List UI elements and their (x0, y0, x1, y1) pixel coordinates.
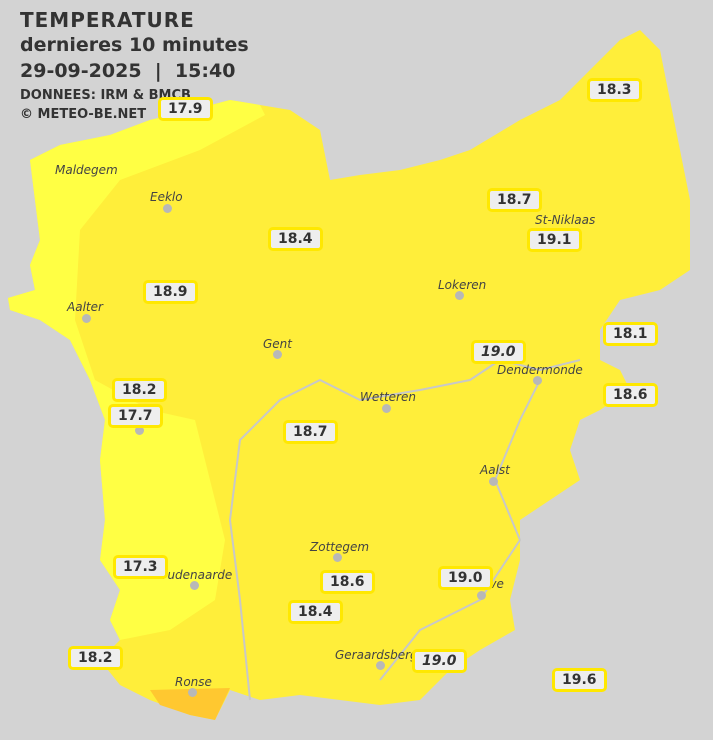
city-dot (135, 426, 144, 435)
temp-label: 18.6 (603, 383, 658, 407)
temp-label: 18.7 (283, 420, 338, 444)
city-dot (455, 291, 464, 300)
city-dot (273, 350, 282, 359)
city-dot (82, 314, 91, 323)
cooler-zone (8, 100, 265, 640)
temp-label: 19.0 (412, 649, 467, 673)
data-source: DONNEES: IRM & BMCB (20, 88, 191, 103)
city-dot (163, 204, 172, 213)
province-area (8, 30, 690, 720)
temp-label: 18.2 (68, 646, 123, 670)
city-label: St-Niklaas (535, 213, 596, 227)
temp-label: 17.7 (108, 404, 163, 428)
temp-label: 18.9 (143, 280, 198, 304)
city-label: Aalst (480, 463, 510, 477)
map-title: TEMPERATURE (20, 8, 195, 32)
temp-label: 18.6 (320, 570, 375, 594)
city-label: Zottegem (310, 540, 370, 554)
city-label: Aalter (67, 300, 103, 314)
temp-label: 17.9 (158, 97, 213, 121)
map-datetime: 29-09-2025 | 15:40 (20, 60, 236, 82)
city-label: Lokeren (438, 278, 487, 292)
city-dot (376, 661, 385, 670)
city-label: Maldegem (55, 163, 118, 177)
city-label: Dendermonde (497, 363, 583, 377)
temp-label: 19.1 (527, 228, 582, 252)
map-subtitle: dernieres 10 minutes (20, 34, 249, 56)
city-dot (533, 376, 542, 385)
copyright: © METEO-BE.NET (20, 107, 147, 122)
city-dot (188, 688, 197, 697)
city-label: Ronse (175, 675, 212, 689)
temp-label: 18.3 (587, 78, 642, 102)
temp-label: 19.0 (471, 340, 526, 364)
city-dot (477, 591, 486, 600)
temp-label: 18.7 (487, 188, 542, 212)
temp-label: 18.2 (112, 378, 167, 402)
city-label: Geraardsberg (335, 648, 418, 662)
warm-zone-ronse (150, 688, 230, 720)
city-label: Wetteren (360, 390, 416, 404)
city-dot (333, 553, 342, 562)
city-label: Eeklo (150, 190, 183, 204)
temp-label: 18.4 (268, 227, 323, 251)
temp-label: 19.6 (552, 668, 607, 692)
temp-label: 19.0 (438, 566, 493, 590)
city-dot (190, 581, 199, 590)
city-dot (382, 404, 391, 413)
temp-label: 17.3 (113, 555, 168, 579)
temp-label: 18.1 (603, 322, 658, 346)
city-dot (489, 477, 498, 486)
temp-label: 18.4 (288, 600, 343, 624)
city-label: Gent (263, 337, 292, 351)
city-label: Oudenaarde (158, 568, 233, 582)
dender-river (379, 379, 541, 681)
